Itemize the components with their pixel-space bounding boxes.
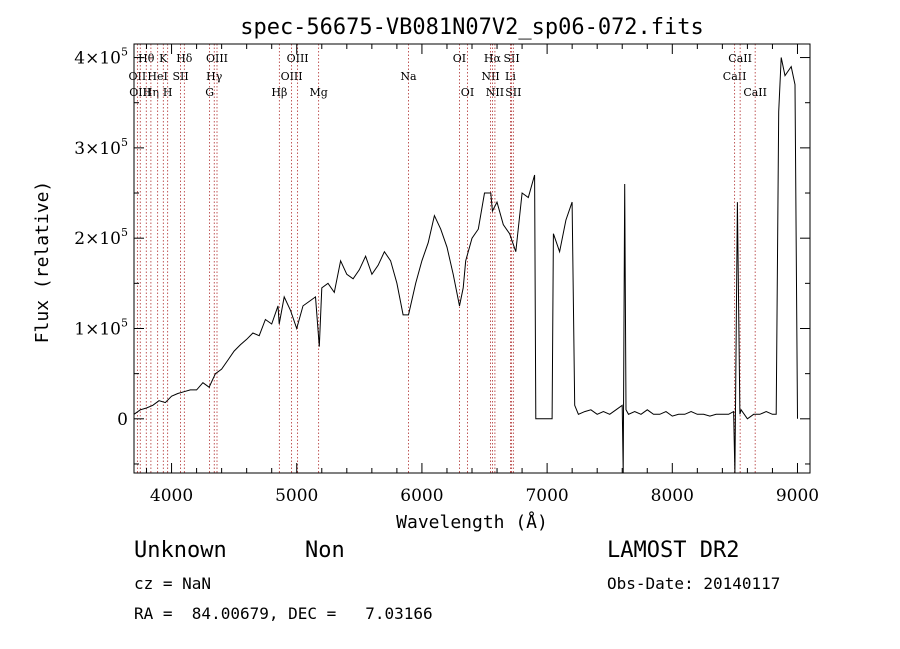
y-tick-label-0: 0: [117, 410, 128, 430]
x-tick-label-1: 5000: [275, 486, 318, 506]
spectral-line-label-25: CaII: [723, 70, 747, 83]
spectral-line-label-23: SII: [503, 52, 519, 65]
spectral-line-label-24: SII: [505, 86, 521, 99]
spectral-line-label-9: G: [205, 86, 214, 99]
spectral-line-markers: OII OIII Hθ Hη HeI K H SII Hδ G Hγ OIII Hβ OIII OIII Mg…: [129, 44, 767, 473]
y-tick-label-4: 4×105: [74, 46, 128, 69]
y-axis-label: Flux (relative): [32, 181, 53, 344]
spectral-line-label-20: Hα: [484, 52, 502, 65]
spectral-line-label-21: NII: [486, 86, 504, 99]
y-tick-label-3: 3×105: [74, 136, 128, 159]
spectral-line-label-3: Hη: [143, 86, 159, 99]
spectral-line-label-0: OII: [129, 70, 147, 83]
spectral-line-label-8: Hδ: [176, 52, 193, 65]
x-tick-label-2: 6000: [400, 486, 443, 506]
x-tick-label-0: 4000: [150, 486, 193, 506]
x-tick-label-3: 7000: [525, 486, 568, 506]
spectral-line-label-1: OIII: [129, 86, 151, 99]
spectral-line-label-22: Li: [505, 70, 516, 83]
x-tick-label-4: 8000: [651, 486, 694, 506]
spectral-line-label-12: Hβ: [271, 86, 287, 99]
redshift-value: cz = NaN: [134, 574, 212, 593]
spectral-line-label-15: Mg: [309, 86, 327, 99]
spectral-line-label-19: NII: [481, 70, 499, 83]
x-tick-label-5: 9000: [776, 486, 819, 506]
spectral-line-label-18: OI: [461, 86, 474, 99]
y-tick-label-1: 1×105: [74, 316, 128, 339]
axis-ticks: 4000 5000 6000 7000 8000 9000 0 1×105 2×105 3×105…: [74, 44, 819, 506]
spectral-line-label-27: CaII: [743, 86, 767, 99]
spectral-line-label-26: CaII: [728, 52, 752, 65]
spectral-line-label-13: OIII: [281, 70, 303, 83]
spectral-line-label-10: Hγ: [206, 70, 223, 83]
object-subclass: Non: [305, 538, 345, 563]
spectral-line-label-16: Na: [400, 70, 417, 83]
spectral-line-label-11: OIII: [206, 52, 228, 65]
spectral-line-label-5: K: [159, 52, 168, 65]
spectral-line-label-7: SII: [172, 70, 188, 83]
spectral-line-label-17: OI: [453, 52, 466, 65]
y-tick-label-2: 2×105: [74, 226, 128, 249]
object-class: Unknown: [134, 538, 227, 563]
spectral-line-label-4: HeI: [147, 70, 167, 83]
x-axis-label: Wavelength (Å): [396, 511, 548, 533]
plot-frame: [133, 43, 811, 474]
spectral-line-label-2: Hθ: [138, 52, 155, 65]
coordinates: RA = 84.00679, DEC = 7.03166: [134, 604, 433, 623]
spectral-line-label-14: OIII: [287, 52, 309, 65]
obs-date: Obs-Date: 20140117: [607, 574, 781, 593]
spectrum-series-line: [133, 57, 798, 474]
chart-title: spec-56675-VB081N07V2_sp06-072.fits: [240, 15, 704, 40]
spectral-line-label-6: H: [163, 86, 173, 99]
survey-label: LAMOST DR2: [607, 538, 740, 563]
